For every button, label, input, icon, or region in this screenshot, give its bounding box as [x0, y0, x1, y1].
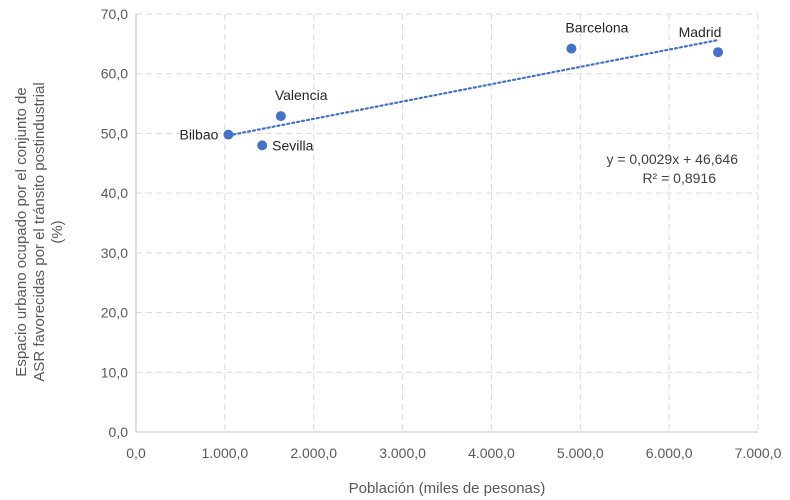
x-tick-labels: 0,0 1.000,0 2.000,0 3.000,0 4.000,0 5.000,0 6.… [126, 445, 781, 461]
axes [135, 14, 758, 433]
y-axis-label-line-2: ASR favorecidas por el tránsito postindu… [31, 82, 48, 381]
y-axis-label-line-3: (%) [49, 220, 66, 243]
y-tick-label: 50,0 [101, 125, 128, 141]
x-tick-label: 5.000,0 [557, 445, 604, 461]
x-tick-label: 4.000,0 [468, 445, 515, 461]
x-tick-label: 6.000,0 [646, 445, 693, 461]
y-tick-labels: 0,0 10,0 20,0 30,0 40,0 50,0 60,0 70,0 [101, 6, 128, 440]
trendline-equation: y = 0,0029x + 46,646 [606, 151, 738, 167]
y-axis-label-line-1: Espacio urbano ocupado por el conjunto d… [13, 87, 30, 376]
x-axis-label: Población (miles de pesonas) [349, 480, 546, 497]
y-tick-label: 0,0 [109, 424, 129, 440]
data-points [223, 43, 724, 151]
y-tick-label: 70,0 [101, 6, 128, 22]
y-tick-label: 20,0 [101, 305, 128, 321]
y-tick-label: 60,0 [101, 66, 128, 82]
x-tick-label: 3.000,0 [379, 445, 426, 461]
data-point-barcelona [566, 43, 577, 54]
y-axis-label: Espacio urbano ocupado por el conjunto d… [13, 82, 66, 381]
trendline-group [227, 38, 720, 137]
r-squared: R² = 0,8916 [642, 170, 716, 186]
point-label-madrid: Madrid [679, 24, 722, 40]
data-point-valencia [275, 111, 286, 122]
point-label-valencia: Valencia [275, 87, 328, 103]
grid-lines [136, 13, 759, 432]
point-labels: Bilbao Sevilla Valencia Barcelona Madrid [179, 20, 721, 154]
data-point-bilbao [223, 129, 234, 140]
point-label-barcelona: Barcelona [565, 20, 628, 36]
point-label-bilbao: Bilbao [179, 127, 218, 143]
x-tick-label: 0,0 [126, 445, 146, 461]
trendline [227, 38, 720, 137]
x-tick-label: 1.000,0 [201, 445, 248, 461]
y-tick-label: 30,0 [101, 245, 128, 261]
point-label-sevilla: Sevilla [272, 137, 313, 153]
data-point-madrid [713, 47, 724, 58]
y-tick-label: 40,0 [101, 185, 128, 201]
data-point-sevilla [257, 140, 268, 151]
x-tick-label: 2.000,0 [290, 445, 337, 461]
y-tick-label: 10,0 [101, 364, 128, 380]
x-tick-label: 7.000,0 [735, 445, 782, 461]
